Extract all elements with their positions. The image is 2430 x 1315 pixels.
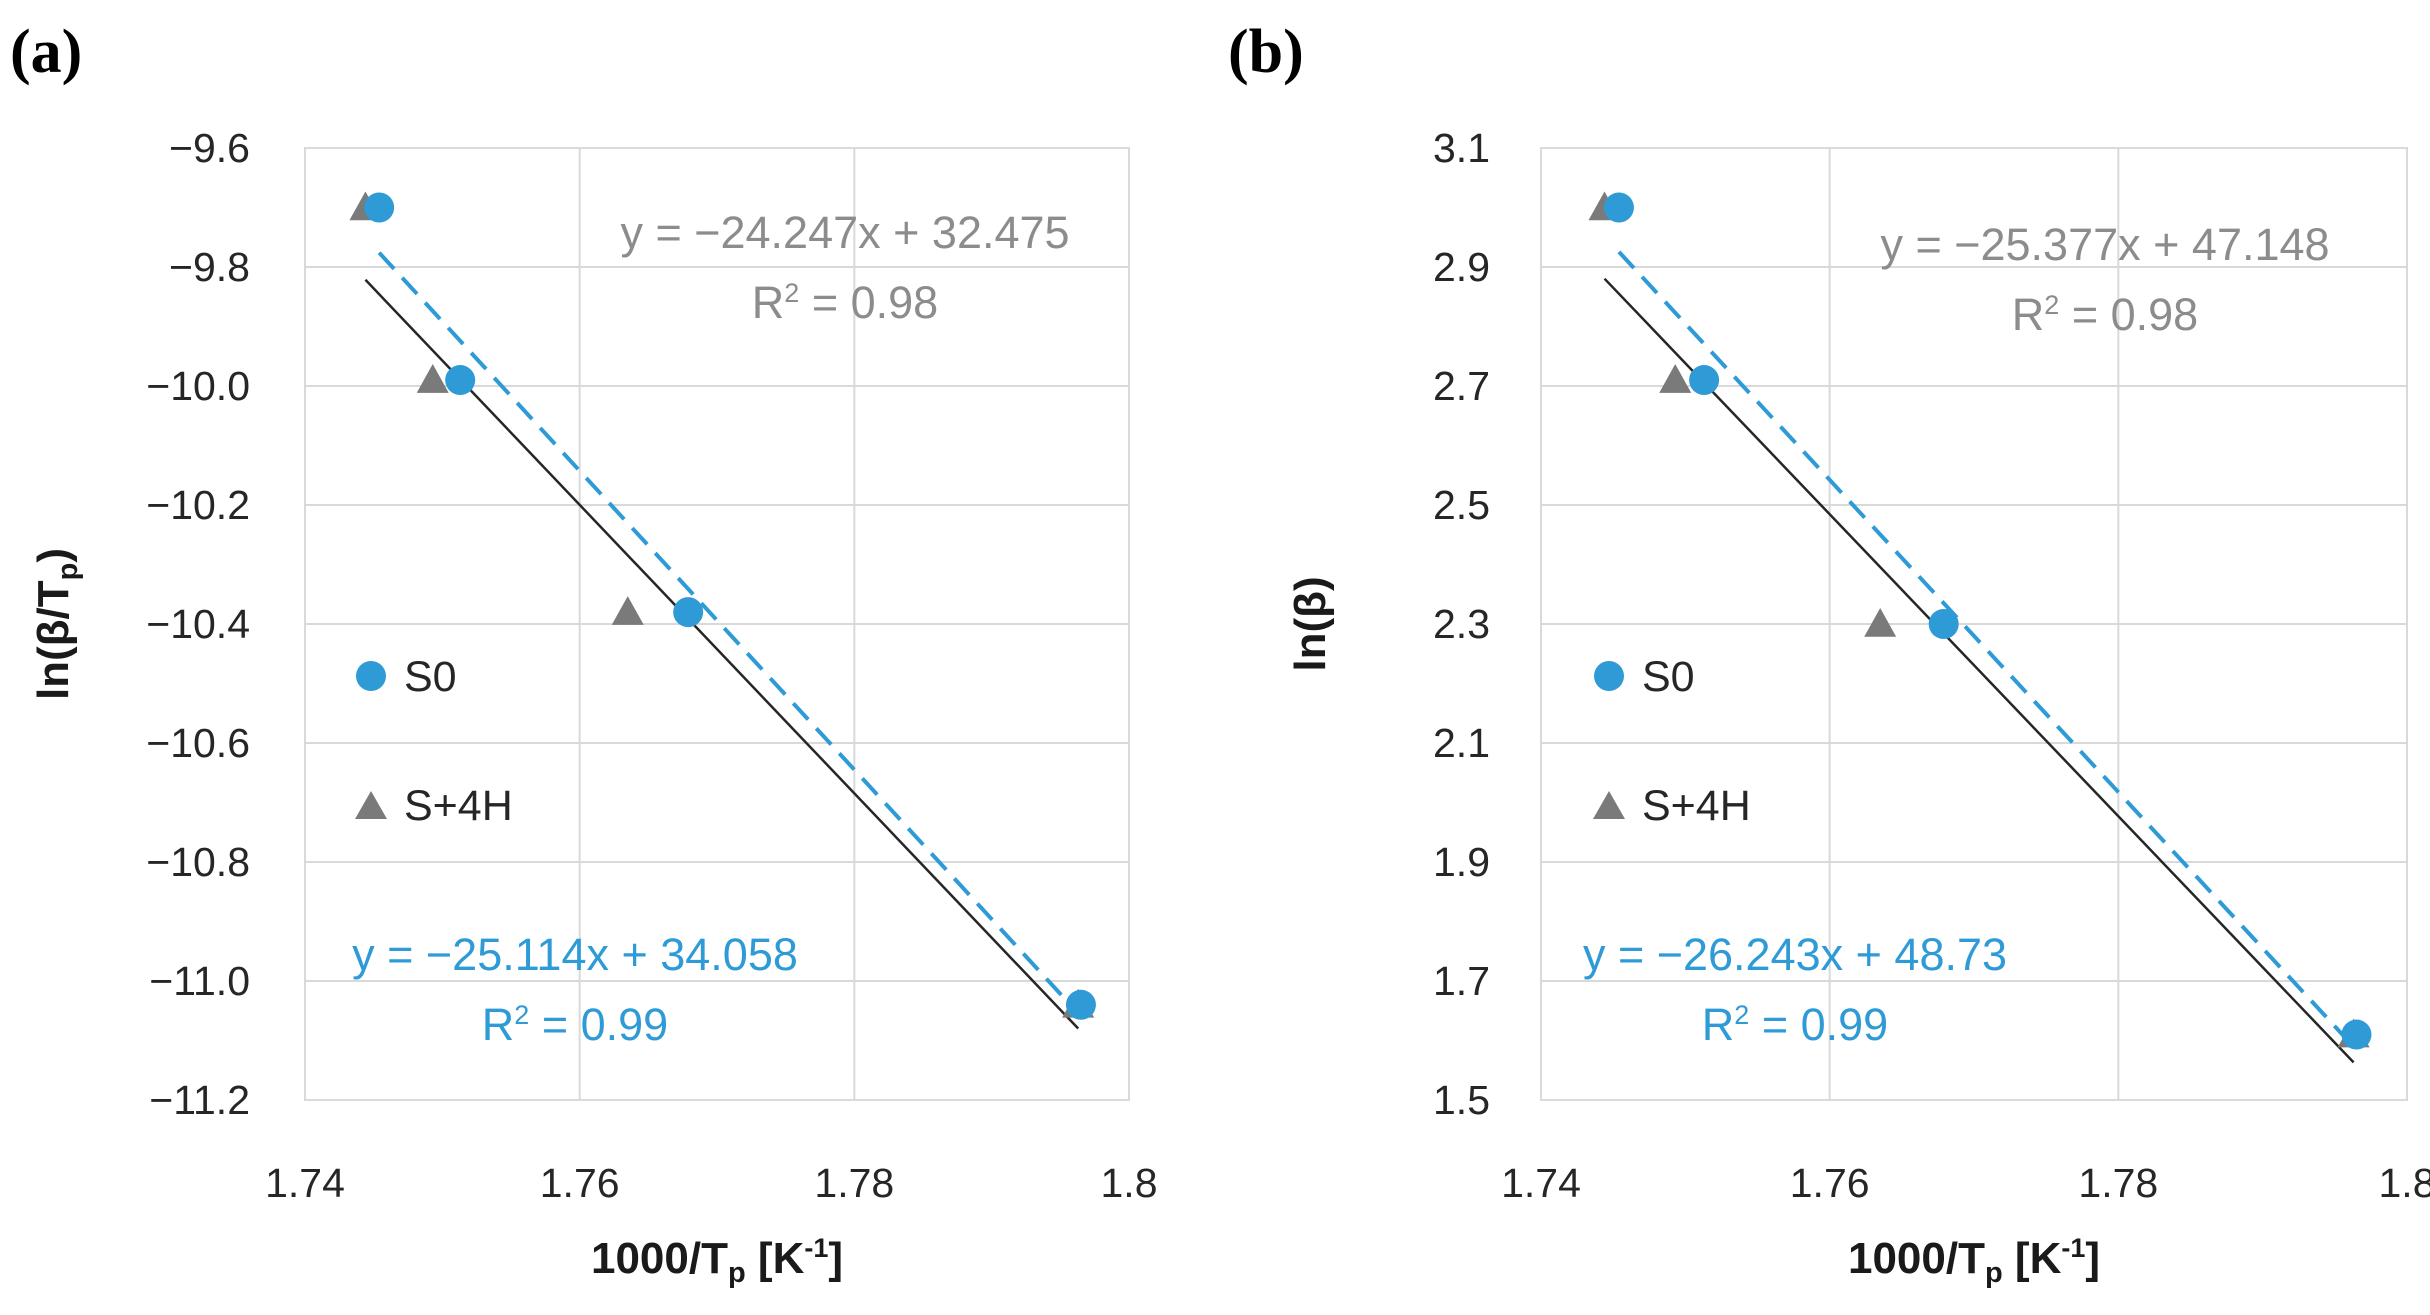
trendline-s4h	[1603, 277, 2355, 1064]
panel-label-b: (b)	[1228, 18, 1304, 86]
legend-marker-s4h-a	[355, 791, 387, 819]
equation-s4h-a: y = −24.247x + 32.475	[620, 207, 1069, 258]
y-tick-label: −10.8	[146, 839, 250, 885]
y-tick-label: −10.4	[146, 601, 250, 647]
panel-label-a: (a)	[10, 18, 82, 86]
data-point-s0	[1603, 192, 1634, 223]
data-point-s0	[1689, 365, 1720, 396]
y-tick-label: 2.3	[1433, 601, 1490, 647]
gridlines-a	[304, 147, 1130, 1101]
data-point-s4h	[416, 364, 449, 393]
x-tick-labels-b: 1.74 1.76 1.78 1.8	[1501, 1160, 2430, 1206]
legend-label-s4h-a: S+4H	[404, 782, 513, 830]
y-tick-labels-b: 3.1 2.9 2.7 2.5 2.3 2.1 1.9 1.7 1.5	[1433, 125, 1490, 1123]
x-tick-label: 1.78	[2078, 1160, 2158, 1206]
x-tick-label: 1.74	[265, 1160, 345, 1206]
y-tick-label: −10.2	[146, 482, 250, 528]
equation-s0-b: y = −26.243x + 48.73	[1583, 929, 2007, 980]
equation-s4h-b: y = −25.377x + 47.148	[1880, 219, 2329, 270]
trendline-s0	[377, 251, 1080, 1015]
y-tick-label: 1.5	[1433, 1077, 1490, 1123]
legend-marker-s0-b	[1594, 661, 1624, 691]
y-tick-label: 1.7	[1433, 958, 1490, 1004]
y-tick-label: −10.6	[146, 720, 250, 766]
x-tick-label: 1.78	[814, 1160, 894, 1206]
equation-s0-a: y = −25.114x + 34.058	[352, 929, 798, 980]
trendline-s0	[1617, 250, 2356, 1048]
x-tick-label: 1.76	[540, 1160, 620, 1206]
x-axis-title-b: 1000/Tp [K-1]	[1848, 1233, 2100, 1289]
x-tick-label: 1.8	[1101, 1160, 1158, 1206]
r2-s4h-b: R2 = 0.98	[2012, 289, 2198, 340]
y-tick-label: 1.9	[1433, 839, 1490, 885]
y-tick-label: 2.7	[1433, 363, 1490, 409]
r2-s0-a: R2 = 0.99	[482, 999, 668, 1050]
y-tick-label: −11.0	[149, 958, 250, 1004]
y-tick-label: −11.2	[149, 1077, 250, 1123]
data-point-s0	[1065, 989, 1096, 1020]
data-point-s0	[364, 192, 395, 223]
gridlines-b	[1540, 147, 2408, 1101]
chart-panel-b: (b) 3.1 2.9 2.7 2.5 2.3 2.1 1.9 1.7 1.5 1.74 1.76…	[1228, 18, 2430, 1289]
legend-label-s0-a: S0	[404, 653, 457, 701]
y-tick-label: −9.6	[169, 125, 250, 171]
data-point-s0	[2341, 1019, 2372, 1050]
x-tick-label: 1.8	[2379, 1160, 2430, 1206]
data-point-s4h	[1864, 608, 1897, 637]
y-axis-title-b: ln(β)	[1286, 576, 1335, 671]
y-axis-title-a: ln(β/Tp)	[29, 548, 84, 700]
data-point-s0	[445, 365, 476, 396]
x-tick-label: 1.74	[1501, 1160, 1581, 1206]
x-tick-labels-a: 1.74 1.76 1.78 1.8	[265, 1160, 1157, 1206]
data-point-s0	[1928, 609, 1959, 639]
legend-b: S0 S+4H	[1593, 653, 1751, 830]
data-point-s4h	[611, 596, 644, 625]
x-tick-label: 1.76	[1790, 1160, 1870, 1206]
y-tick-label: −9.8	[169, 244, 250, 290]
r2-s4h-a: R2 = 0.98	[752, 277, 938, 328]
y-tick-labels-a: −9.6 −9.8 −10.0 −10.2 −10.4 −10.6 −10.8 −11.0 −1…	[146, 125, 250, 1123]
x-axis-title-a: 1000/Tp [K-1]	[591, 1233, 843, 1289]
data-point-s4h	[1659, 364, 1692, 393]
legend-label-s4h-b: S+4H	[1642, 782, 1751, 830]
y-tick-label: 2.5	[1433, 482, 1490, 528]
y-tick-label: 3.1	[1433, 125, 1490, 171]
legend-a: S0 S+4H	[355, 653, 513, 830]
chart-panel-a: (a) −9.6 −9.8 −10.0 −10.2 −10.4 −10.6 −10.8 −11…	[10, 18, 1158, 1289]
y-tick-label: 2.9	[1433, 244, 1490, 290]
r2-s0-b: R2 = 0.99	[1702, 999, 1888, 1050]
y-tick-label: 2.1	[1433, 720, 1490, 766]
legend-marker-s4h-b	[1593, 791, 1625, 819]
trendlines-b	[1603, 250, 2356, 1064]
legend-marker-s0-a	[356, 661, 386, 691]
trendlines-a	[364, 251, 1080, 1030]
data-points-b	[1588, 191, 2372, 1050]
data-point-s0	[673, 597, 704, 628]
trendline-s4h	[364, 278, 1080, 1030]
data-points-a	[349, 191, 1096, 1020]
y-tick-label: −10.0	[146, 363, 250, 409]
legend-label-s0-b: S0	[1642, 653, 1695, 701]
